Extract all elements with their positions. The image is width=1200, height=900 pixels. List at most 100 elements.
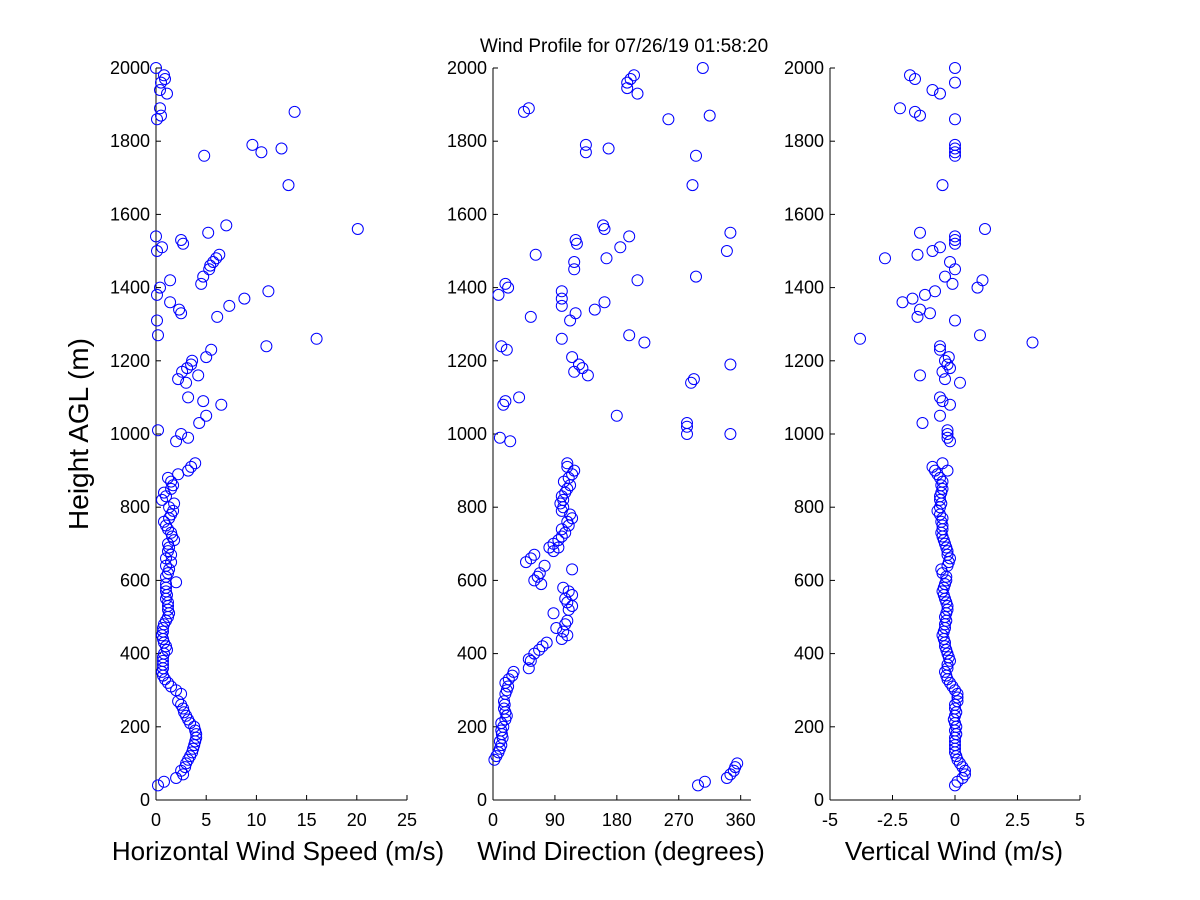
data-point-horizontal-wind-speed xyxy=(182,391,195,404)
data-point-wind-direction xyxy=(720,772,733,784)
data-point-horizontal-wind-speed xyxy=(152,329,164,342)
data-point-horizontal-wind-speed xyxy=(173,303,186,316)
data-point-vertical-wind xyxy=(949,234,961,246)
data-point-vertical-wind xyxy=(944,676,956,689)
data-point-vertical-wind xyxy=(949,702,961,715)
data-point-wind-direction xyxy=(564,479,577,492)
y-tick-label: 1200 xyxy=(447,351,487,371)
y-axis-label: Height AGL (m) xyxy=(63,338,94,530)
data-point-wind-direction xyxy=(552,534,565,547)
y-tick-label: 600 xyxy=(794,570,824,590)
data-point-wind-direction xyxy=(628,69,640,82)
data-point-horizontal-wind-speed xyxy=(154,84,166,96)
data-point-vertical-wind xyxy=(879,252,891,265)
data-point-vertical-wind xyxy=(944,398,956,411)
x-axis-label-vertical-wind: Vertical Wind (m/s) xyxy=(845,836,1063,866)
data-point-wind-direction xyxy=(538,559,551,572)
data-point-wind-direction xyxy=(573,358,585,371)
data-point-wind-direction xyxy=(731,757,744,770)
data-point-horizontal-wind-speed xyxy=(154,102,166,115)
data-point-wind-direction xyxy=(493,431,506,444)
data-point-vertical-wind xyxy=(949,142,961,155)
data-point-vertical-wind xyxy=(949,146,961,159)
data-point-wind-direction xyxy=(522,662,535,675)
data-point-vertical-wind xyxy=(934,493,946,506)
data-point-vertical-wind xyxy=(936,179,949,192)
x-tick-label: 180 xyxy=(602,810,632,830)
data-point-wind-direction xyxy=(555,285,568,298)
data-point-vertical-wind xyxy=(941,428,954,440)
panel-vertical-wind: Vertical Wind (m/s) 0 200 400 600 800 1000 120… xyxy=(784,58,1085,866)
y-tick-label: 800 xyxy=(120,497,150,517)
data-point-horizontal-wind-speed xyxy=(255,146,268,159)
data-point-vertical-wind xyxy=(931,504,944,517)
data-point-wind-direction xyxy=(703,109,716,122)
data-point-horizontal-wind-speed xyxy=(170,435,183,448)
data-point-vertical-wind xyxy=(941,603,954,616)
data-point-vertical-wind xyxy=(949,230,961,243)
data-point-vertical-wind xyxy=(941,548,954,561)
data-point-horizontal-wind-speed xyxy=(193,417,206,429)
data-point-horizontal-wind-speed xyxy=(151,288,163,301)
data-point-vertical-wind xyxy=(949,138,961,151)
data-point-wind-direction xyxy=(623,230,636,243)
data-point-wind-direction xyxy=(499,277,512,290)
data-point-horizontal-wind-speed xyxy=(188,720,201,733)
data-point-horizontal-wind-speed xyxy=(213,248,226,261)
data-point-vertical-wind xyxy=(940,574,953,587)
data-point-wind-direction xyxy=(631,274,644,287)
y-tick-label: 1200 xyxy=(784,351,824,371)
data-point-horizontal-wind-speed xyxy=(158,636,170,649)
data-point-vertical-wind xyxy=(936,395,949,408)
data-point-vertical-wind xyxy=(934,87,946,100)
data-point-horizontal-wind-speed xyxy=(185,460,198,473)
y-tick-label: 1600 xyxy=(110,204,150,224)
data-point-vertical-wind xyxy=(944,435,956,448)
x-tick-label: 0 xyxy=(488,810,498,830)
y-tick-label: 400 xyxy=(794,644,824,664)
data-point-wind-direction xyxy=(502,281,515,294)
data-point-horizontal-wind-speed xyxy=(192,369,205,382)
data-point-wind-direction xyxy=(507,665,520,678)
data-point-wind-direction xyxy=(576,362,589,375)
data-point-wind-direction xyxy=(502,680,515,693)
data-point-horizontal-wind-speed xyxy=(162,567,174,580)
data-point-vertical-wind xyxy=(974,329,986,342)
x-tick-label: 10 xyxy=(246,810,266,830)
y-tick-label: 0 xyxy=(140,790,150,810)
data-point-vertical-wind xyxy=(949,263,961,276)
data-point-vertical-wind xyxy=(936,457,949,470)
y-tick-label: 1800 xyxy=(110,131,150,151)
data-point-wind-direction xyxy=(724,226,737,239)
data-point-wind-direction xyxy=(621,82,634,95)
data-point-wind-direction xyxy=(687,373,700,386)
data-point-wind-direction xyxy=(568,256,581,268)
y-tick-label: 600 xyxy=(120,570,150,590)
data-point-vertical-wind xyxy=(914,369,926,382)
data-point-horizontal-wind-speed xyxy=(189,457,202,470)
data-point-vertical-wind xyxy=(956,761,969,774)
data-point-vertical-wind xyxy=(949,113,961,126)
data-point-wind-direction xyxy=(631,87,644,100)
data-point-wind-direction xyxy=(581,369,594,382)
data-point-vertical-wind xyxy=(934,241,946,254)
data-point-vertical-wind xyxy=(926,460,939,473)
data-point-horizontal-wind-speed xyxy=(161,87,173,100)
data-point-wind-direction xyxy=(564,508,577,521)
data-point-wind-direction xyxy=(498,695,510,708)
data-point-wind-direction xyxy=(692,779,704,792)
x-tick-label: 0 xyxy=(950,810,960,830)
data-point-horizontal-wind-speed xyxy=(172,468,185,481)
y-tick-label: 200 xyxy=(120,717,150,737)
x-tick-label: -2.5 xyxy=(877,810,908,830)
data-point-horizontal-wind-speed xyxy=(162,537,174,550)
data-point-horizontal-wind-speed xyxy=(351,223,364,235)
data-point-wind-direction xyxy=(522,102,535,115)
data-point-vertical-wind xyxy=(979,223,991,235)
data-point-vertical-wind xyxy=(934,343,946,356)
data-point-horizontal-wind-speed xyxy=(158,486,170,499)
data-point-vertical-wind xyxy=(931,468,944,481)
data-point-vertical-wind xyxy=(926,84,939,96)
data-point-vertical-wind xyxy=(854,332,866,345)
data-point-wind-direction xyxy=(524,552,537,565)
